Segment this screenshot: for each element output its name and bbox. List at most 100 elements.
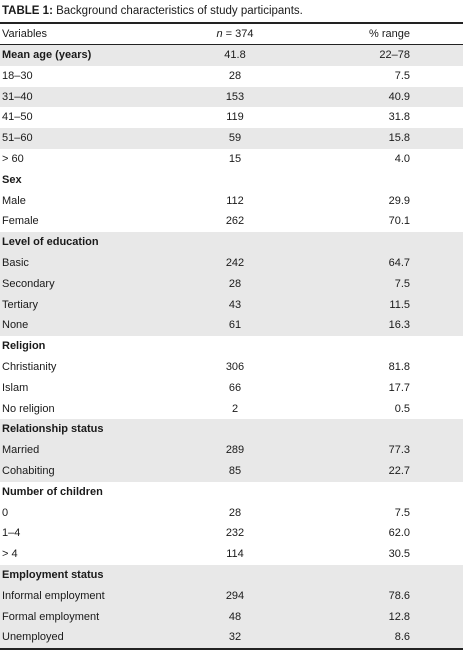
percent-value: 4.0: [394, 152, 410, 165]
percent-value: 22–78: [379, 49, 410, 61]
table-row: No religion 2 0.5: [0, 399, 463, 420]
variable-label: Level of education: [2, 236, 99, 249]
variable-label: > 60: [2, 152, 24, 165]
count-value: 61: [228, 319, 242, 332]
percent-value: 78.6: [388, 589, 410, 602]
percent-value: 31.8: [388, 111, 410, 124]
count-value: 48: [228, 610, 242, 623]
variable-label: 51–60: [2, 132, 33, 145]
percent-value: 81.8: [388, 360, 410, 373]
table-section-row: Number of children: [0, 482, 463, 503]
table-caption-label: TABLE 1:: [2, 5, 53, 17]
table-section-row: Religion: [0, 336, 463, 357]
variable-label: > 4: [2, 548, 18, 561]
table-section-row: Sex: [0, 170, 463, 191]
table-section-row: Relationship status: [0, 419, 463, 441]
percent-value: 7.5: [394, 277, 410, 290]
count-value: 262: [225, 215, 245, 228]
count-value: 28: [228, 69, 242, 82]
table-row: 51–60 59 15.8: [0, 128, 463, 149]
table-caption: TABLE 1: Background characteristics of s…: [0, 0, 469, 22]
table-body: Mean age (years) 41.8 22–78 18–30 28 7.5 31–40…: [0, 45, 463, 649]
count-value: 289: [225, 444, 245, 457]
count-value: 232: [225, 527, 245, 540]
percent-value: 12.8: [388, 610, 410, 623]
table-row: > 4 114 30.5: [0, 544, 463, 565]
variable-label: Christianity: [2, 360, 57, 373]
count-value: 59: [228, 132, 242, 145]
count-value: 294: [225, 589, 245, 602]
variable-label: Employment status: [2, 568, 104, 581]
variable-label: 31–40: [2, 90, 33, 103]
percent-value: 62.0: [388, 527, 410, 540]
variable-label: 18–30: [2, 69, 33, 82]
percent-value: 64.7: [388, 256, 410, 269]
count-value: 306: [225, 360, 245, 373]
table-row: Informal employment 294 78.6: [0, 585, 463, 607]
variable-label: Informal employment: [2, 589, 105, 602]
variable-label: Religion: [2, 340, 46, 353]
table-row: 41–50 119 31.8: [0, 107, 463, 128]
percent-value: 17.7: [388, 381, 410, 394]
table-row: Secondary 28 7.5: [0, 273, 463, 295]
header-n-value: = 374: [222, 28, 254, 40]
percent-value: 22.7: [388, 464, 410, 477]
table-row: Basic 242 64.7: [0, 252, 463, 274]
table-row: > 60 15 4.0: [0, 149, 463, 170]
percent-value: 40.9: [388, 90, 410, 103]
variable-label: Secondary: [2, 277, 55, 290]
table-row: Islam 66 17.7: [0, 378, 463, 399]
table-row: None 61 16.3: [0, 315, 463, 337]
count-value: 28: [228, 506, 242, 519]
characteristics-table: Variables n = 374 % range Mean age (year…: [0, 22, 463, 651]
percent-value: 0.5: [394, 402, 410, 415]
header-percent-range: % range: [369, 28, 410, 40]
table-row: Formal employment 48 12.8: [0, 606, 463, 628]
variable-label: 0: [2, 506, 9, 519]
count-value: 119: [226, 111, 244, 124]
count-value: 2: [231, 402, 239, 415]
table-section-row: Level of education: [0, 232, 463, 253]
variable-label: Mean age (years): [2, 49, 92, 61]
count-value: 15: [228, 152, 242, 165]
table-row: Unemployed 32 8.6: [0, 627, 463, 649]
table-header-row: Variables n = 374 % range: [0, 24, 463, 45]
variable-label: Sex: [2, 173, 22, 186]
table-section-row: Employment status: [0, 564, 463, 586]
percent-value: 70.1: [388, 215, 410, 228]
percent-value: 7.5: [394, 69, 410, 82]
variable-label: No religion: [2, 402, 55, 415]
variable-label: 41–50: [2, 111, 33, 124]
variable-label: Cohabiting: [2, 464, 55, 477]
variable-label: Male: [2, 194, 26, 207]
variable-label: Islam: [2, 381, 29, 394]
table-section-row: Mean age (years) 41.8 22–78: [0, 45, 463, 66]
count-value: 114: [226, 548, 244, 561]
table-row: 31–40 153 40.9: [0, 86, 463, 108]
header-variables: Variables: [2, 28, 48, 40]
count-value: 112: [226, 194, 244, 207]
variable-label: Unemployed: [2, 631, 64, 644]
table-row: Tertiary 43 11.5: [0, 294, 463, 316]
percent-value: 30.5: [388, 548, 410, 561]
percent-value: 7.5: [394, 506, 410, 519]
table-row: Male 112 29.9: [0, 191, 463, 212]
variable-label: Tertiary: [2, 298, 39, 311]
variable-label: Female: [2, 215, 39, 228]
variable-label: Married: [2, 444, 40, 457]
variable-label: Formal employment: [2, 610, 100, 623]
table-row: Cohabiting 85 22.7: [0, 460, 463, 482]
count-value: 85: [228, 464, 242, 477]
table-row: 1–4 232 62.0: [0, 523, 463, 544]
table-row: Christianity 306 81.8: [0, 357, 463, 378]
count-value: 28: [228, 277, 242, 290]
percent-value: 15.8: [388, 132, 410, 145]
table-caption-text: Background characteristics of study part…: [52, 5, 303, 17]
table-row: 0 28 7.5: [0, 503, 463, 524]
variable-label: 1–4: [2, 527, 21, 540]
variable-label: Relationship status: [2, 423, 104, 436]
count-value: 153: [225, 90, 245, 103]
table-row: Female 262 70.1: [0, 211, 463, 232]
percent-value: 77.3: [388, 444, 410, 457]
count-value: 41.8: [224, 49, 246, 61]
